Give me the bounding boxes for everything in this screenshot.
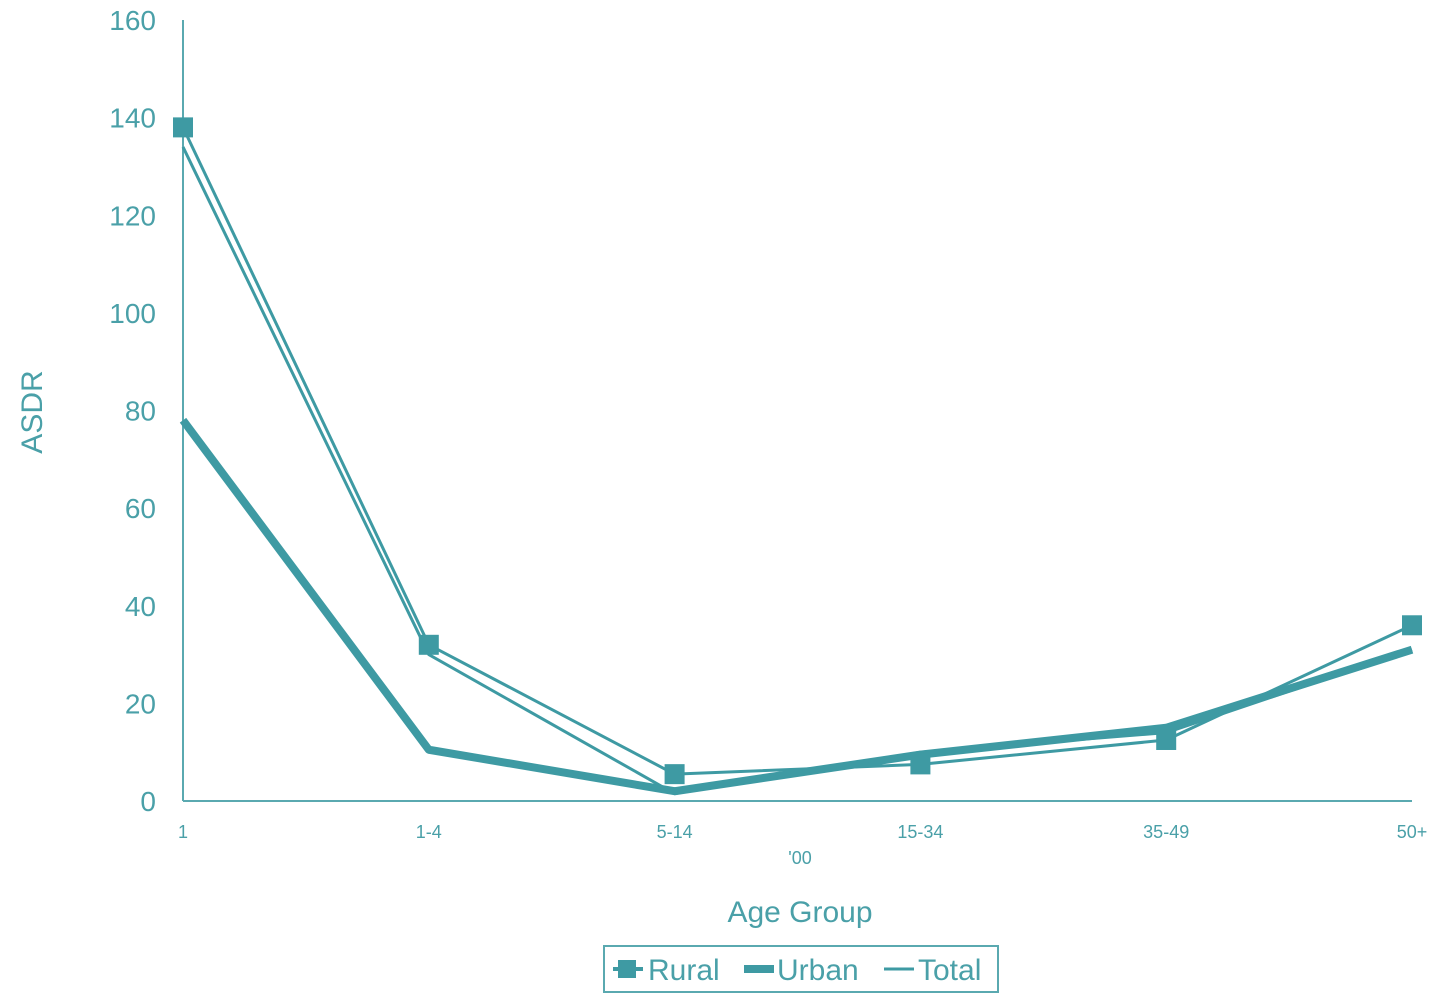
x-tick-label: 15-34 bbox=[897, 822, 943, 842]
y-axis-title: ASDR bbox=[16, 370, 49, 453]
x-axis-title: Age Group bbox=[727, 896, 872, 929]
series-line-rural bbox=[181, 126, 1413, 776]
series-lines bbox=[179, 126, 1414, 796]
x-tick-label: 1-4 bbox=[416, 822, 442, 842]
y-tick-labels: 0 20 40 60 80 100 120 140 160 bbox=[109, 5, 156, 817]
x-tick-label: 50+ bbox=[1397, 822, 1428, 842]
data-point-rural bbox=[418, 634, 439, 655]
series-line-urban bbox=[179, 417, 1414, 796]
x-tick-label: 35-49 bbox=[1143, 822, 1189, 842]
legend-label-total: Total bbox=[918, 954, 981, 987]
y-tick-label: 160 bbox=[109, 5, 156, 36]
y-tick-label: 140 bbox=[109, 103, 156, 134]
data-point-rural bbox=[1156, 729, 1177, 750]
y-tick-label: 40 bbox=[125, 591, 156, 622]
y-tick-label: 120 bbox=[109, 200, 156, 231]
y-tick-label: 20 bbox=[125, 688, 156, 719]
data-point-rural bbox=[910, 754, 931, 775]
x-tick-label: 5-14 bbox=[657, 822, 693, 842]
series-markers bbox=[173, 117, 1422, 785]
legend-item-urban: Urban bbox=[744, 954, 859, 987]
data-point-rural bbox=[173, 117, 193, 138]
y-tick-label: 0 bbox=[140, 786, 156, 817]
legend-item-total: Total bbox=[884, 954, 981, 987]
data-point-rural bbox=[1402, 615, 1422, 636]
x-tick-labels: 1 1-4 5-14 15-34 35-49 50+ bbox=[178, 822, 1427, 842]
y-tick-label: 60 bbox=[125, 493, 156, 524]
x-axis-note: '00 bbox=[788, 848, 811, 868]
legend-item-rural: Rural bbox=[613, 954, 720, 987]
x-tick-label: 1 bbox=[178, 822, 188, 842]
data-point-rural bbox=[664, 764, 685, 785]
y-tick-label: 80 bbox=[125, 396, 156, 427]
axes bbox=[182, 20, 1412, 802]
series-line-total bbox=[181, 146, 1413, 796]
legend-marker-rural bbox=[618, 960, 636, 978]
legend-label-rural: Rural bbox=[648, 954, 720, 987]
legend-label-urban: Urban bbox=[777, 954, 859, 987]
y-tick-label: 100 bbox=[109, 298, 156, 329]
legend-box bbox=[603, 945, 999, 993]
legend: Rural Urban Total bbox=[603, 945, 999, 993]
